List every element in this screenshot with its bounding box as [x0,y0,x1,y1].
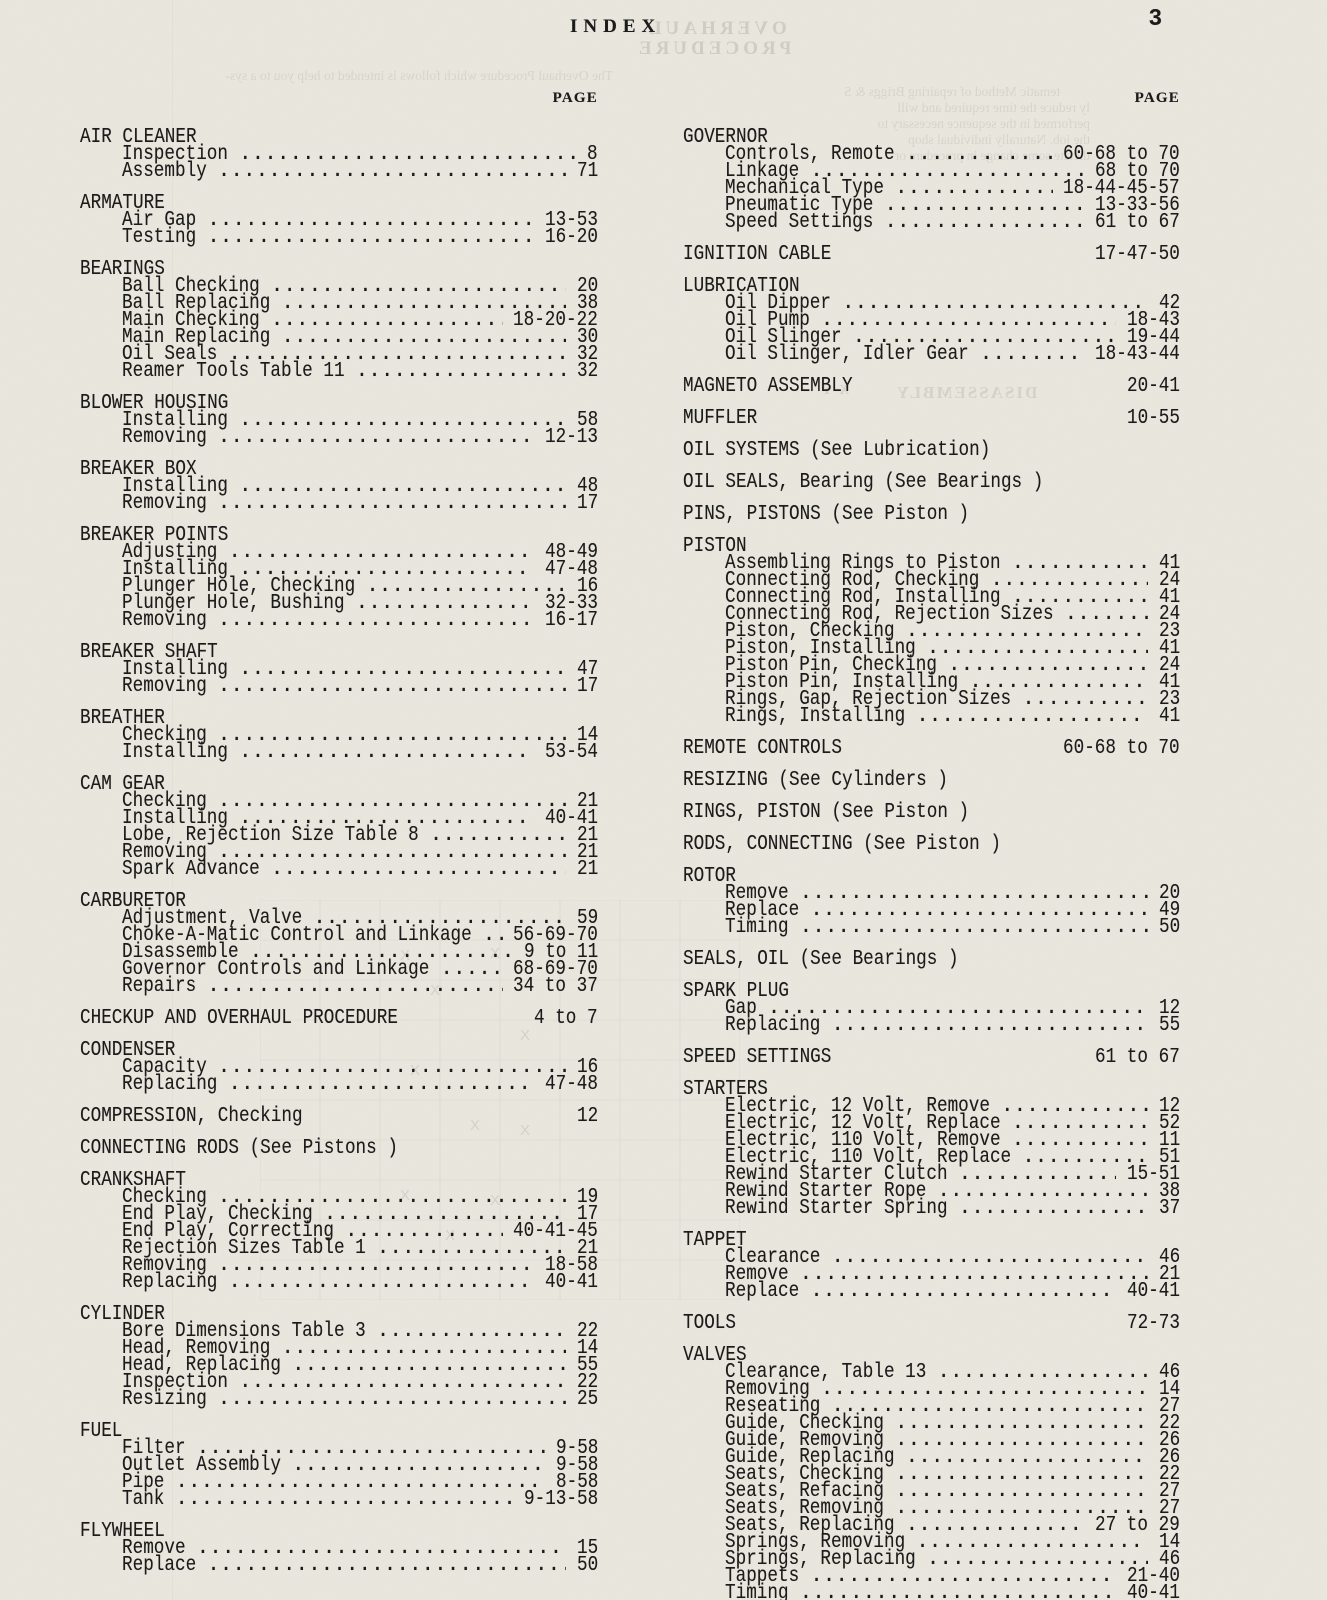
svg-text:X: X [520,1027,530,1044]
svg-text:X: X [470,1117,480,1134]
svg-text:X: X [520,1122,530,1139]
